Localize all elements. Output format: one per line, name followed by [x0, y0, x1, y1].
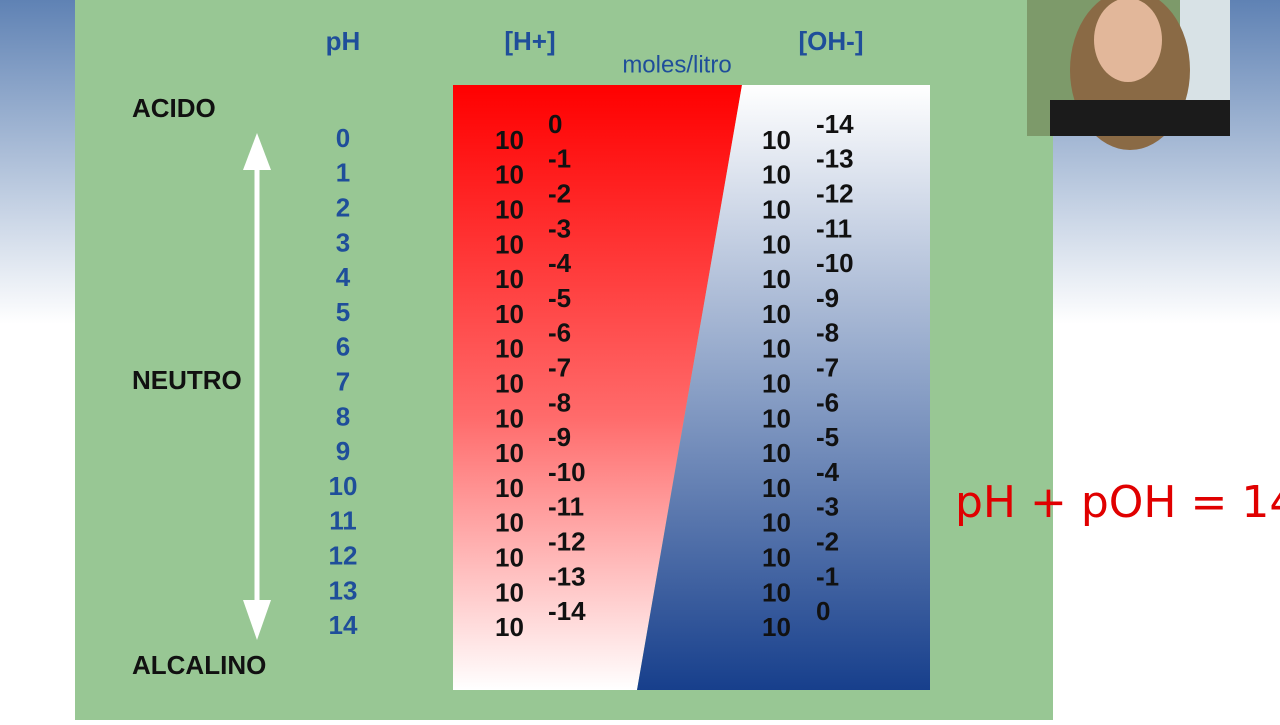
oh-base: 10 — [762, 125, 791, 155]
h-base: 10 — [495, 125, 524, 155]
h-exponent: 0 — [548, 109, 562, 139]
oh-exponent: -8 — [816, 318, 839, 348]
ph-value: 12 — [329, 540, 358, 570]
h-base: 10 — [495, 229, 524, 259]
h-exponent: -12 — [548, 526, 586, 556]
acid-panel — [453, 85, 742, 690]
h-exponent: -10 — [548, 457, 586, 487]
oh-exponent: -10 — [816, 248, 854, 278]
ph-value: 14 — [329, 610, 358, 640]
arrow — [243, 133, 271, 640]
oh-exponent: -14 — [816, 109, 854, 139]
ph-value: 2 — [336, 192, 350, 222]
h-base: 10 — [495, 508, 524, 538]
oh-base: 10 — [762, 368, 791, 398]
ph-value: 6 — [336, 332, 350, 362]
ph-value: 3 — [336, 227, 350, 257]
alkaline-label: ALCALINO — [132, 650, 266, 680]
oh-base: 10 — [762, 438, 791, 468]
ph-value: 0 — [336, 123, 350, 153]
oh-exponent: -11 — [816, 213, 852, 243]
h-exponent: -2 — [548, 178, 571, 208]
h-exponent: -11 — [548, 492, 584, 522]
acid-label: ACIDO — [132, 93, 216, 123]
oh-exponent: -9 — [816, 283, 839, 313]
oh-base: 10 — [762, 508, 791, 538]
oh-base: 10 — [762, 542, 791, 572]
ph-value: 9 — [336, 436, 350, 466]
h-exponent: -4 — [548, 248, 572, 278]
unit: moles/litro — [622, 51, 731, 78]
oh-exponent: 0 — [816, 596, 830, 626]
ph-value: 8 — [336, 401, 350, 431]
oh-base: 10 — [762, 299, 791, 329]
h-exponent: -8 — [548, 387, 571, 417]
h-base: 10 — [495, 368, 524, 398]
neutral-label: NEUTRO — [132, 365, 242, 395]
oh-exponent: -5 — [816, 422, 839, 452]
h-header: [H+] — [504, 26, 555, 56]
ph-header: pH — [326, 26, 361, 56]
h-exponent: -3 — [548, 213, 571, 243]
oh-exponent: -4 — [816, 457, 840, 487]
h-base: 10 — [495, 473, 524, 503]
oh-header: [OH-] — [799, 26, 864, 56]
ph-value: 11 — [329, 506, 357, 536]
base-panel — [637, 85, 930, 690]
oh-exponent: -7 — [816, 352, 839, 382]
oh-base: 10 — [762, 334, 791, 364]
h-base: 10 — [495, 403, 524, 433]
oh-exponent: -2 — [816, 526, 839, 556]
h-base: 10 — [495, 299, 524, 329]
handwritten-note: pH + pOH = 14 — [955, 477, 1280, 528]
h-base: 10 — [495, 160, 524, 190]
oh-base: 10 — [762, 160, 791, 190]
oh-exponent: -6 — [816, 387, 839, 417]
oh-base: 10 — [762, 229, 791, 259]
ph-value: 1 — [336, 158, 350, 188]
oh-base: 10 — [762, 403, 791, 433]
h-base: 10 — [495, 612, 524, 642]
webcam — [1027, 0, 1230, 150]
oh-exponent: -1 — [816, 561, 839, 591]
oh-base: 10 — [762, 194, 791, 224]
oh-exponent: -13 — [816, 144, 854, 174]
h-base: 10 — [495, 194, 524, 224]
oh-base: 10 — [762, 473, 791, 503]
ph-value: 13 — [329, 575, 358, 605]
oh-exponent: -3 — [816, 492, 839, 522]
oh-base: 10 — [762, 577, 791, 607]
oh-exponent: -12 — [816, 178, 854, 208]
h-exponent: -1 — [548, 144, 571, 174]
oh-base: 10 — [762, 612, 791, 642]
h-base: 10 — [495, 438, 524, 468]
ph-value: 7 — [336, 366, 350, 396]
ph-value: 5 — [336, 297, 350, 327]
h-base: 10 — [495, 542, 524, 572]
h-base: 10 — [495, 264, 524, 294]
oh-base: 10 — [762, 264, 791, 294]
ph-value: 4 — [336, 262, 351, 292]
h-exponent: -6 — [548, 318, 571, 348]
ph-value: 10 — [329, 471, 358, 501]
h-exponent: -9 — [548, 422, 571, 452]
h-base: 10 — [495, 334, 524, 364]
h-base: 10 — [495, 577, 524, 607]
h-exponent: -13 — [548, 561, 586, 591]
h-exponent: -7 — [548, 352, 571, 382]
h-exponent: -5 — [548, 283, 571, 313]
h-exponent: -14 — [548, 596, 586, 626]
